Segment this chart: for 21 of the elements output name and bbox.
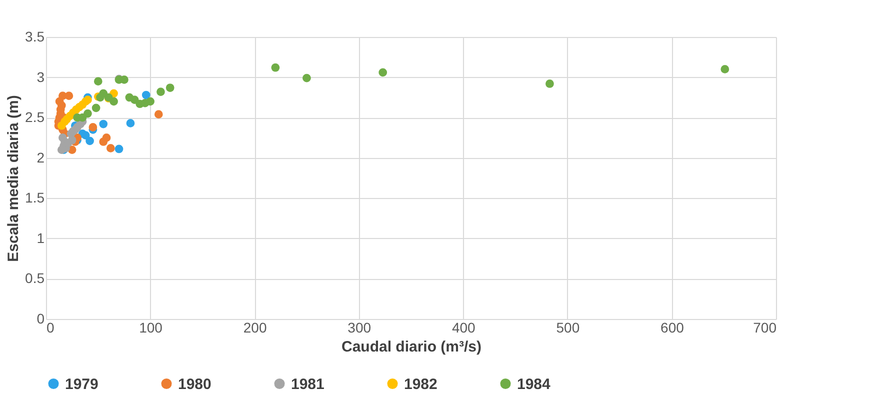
y-tick-label: 3.5 [25, 28, 45, 44]
y-axis-title: Escala media diaria (m) [5, 95, 22, 262]
x-tick-label: 300 [348, 320, 372, 336]
y-tick-label: 2.5 [25, 109, 45, 126]
x-tick-label: 700 [753, 320, 777, 336]
x-tick-label: 100 [139, 320, 163, 336]
x-axis-title: Caudal diario (m³/s) [341, 338, 482, 356]
x-tick-label: 400 [452, 320, 476, 336]
x-tick-label: 500 [556, 320, 580, 336]
y-tick-label: 3 [36, 68, 45, 85]
legend-label: 1984 [517, 376, 552, 393]
y-tick-label: 2 [36, 149, 45, 166]
y-tick-label: 1.5 [25, 190, 45, 206]
y-tick-label: 1 [36, 230, 45, 246]
x-tick-label: 600 [660, 320, 684, 336]
y-tick-label: 0.5 [25, 270, 45, 286]
legend-label: 1981 [291, 376, 324, 393]
legend-label: 1980 [178, 376, 212, 393]
legend-label: 1982 [404, 376, 438, 393]
x-tick-label: 200 [243, 320, 267, 336]
legend-label: 1979 [65, 376, 98, 393]
